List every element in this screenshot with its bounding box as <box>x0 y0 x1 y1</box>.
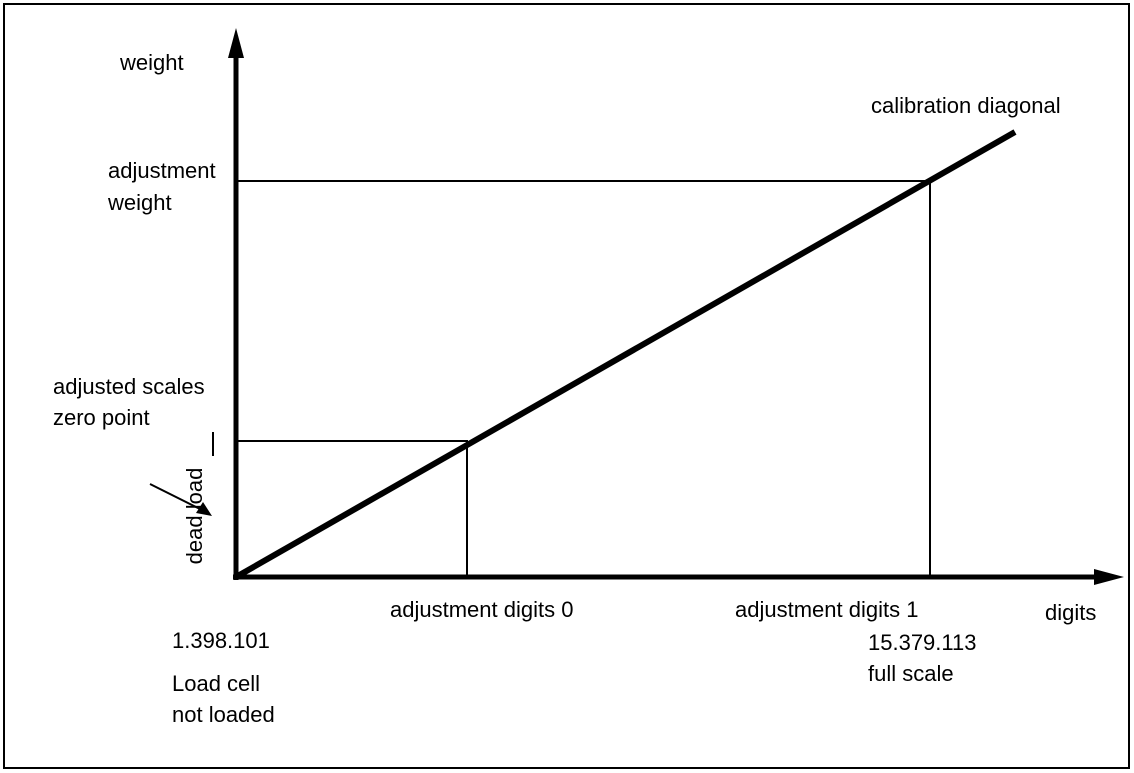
y-axis-arrow <box>228 28 244 58</box>
zero-point-label: adjusted scales <box>53 374 205 399</box>
full-scale-guide <box>236 180 931 577</box>
origin-value: 1.398.101 <box>172 628 270 653</box>
x-axis-label: digits <box>1045 600 1096 625</box>
pointer-arrow <box>149 483 203 511</box>
origin-note: not loaded <box>172 702 275 727</box>
pointer-arrowhead <box>196 502 212 516</box>
diagonal-label: calibration diagonal <box>871 93 1061 118</box>
frame <box>3 3 1130 769</box>
dead-load-label: dead load <box>182 468 207 565</box>
full-scale-value: 15.379.113 <box>868 630 976 655</box>
digits-0-label: adjustment digits 0 <box>390 597 573 622</box>
full-scale-note: full scale <box>868 661 954 686</box>
zero-point-guide <box>236 440 468 577</box>
calibration-diagonal <box>234 129 1017 580</box>
digits-1-label: adjustment digits 1 <box>735 597 918 622</box>
y-axis-label: weight <box>119 50 184 75</box>
zero-point-label: zero point <box>53 405 150 430</box>
origin-note: Load cell <box>172 671 260 696</box>
x-axis-arrow <box>1094 569 1124 585</box>
adjustment-weight-label: weight <box>107 190 172 215</box>
adjustment-weight-label: adjustment <box>108 158 216 183</box>
